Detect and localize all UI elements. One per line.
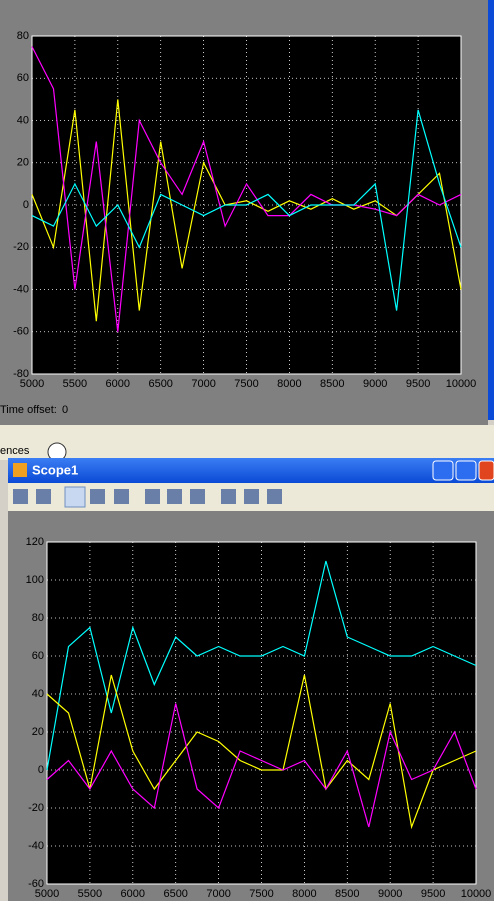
y-tick-label: 120	[26, 536, 44, 548]
signal-line	[31, 99, 462, 322]
x-tick-label: 6000	[106, 378, 130, 390]
y-tick-label: 40	[32, 688, 44, 700]
y-tick-label: 0	[38, 764, 44, 776]
x-tick-label: 9000	[378, 888, 402, 900]
app-icon	[13, 463, 27, 477]
minimize-button[interactable]	[432, 460, 454, 481]
background-text: ences	[0, 445, 30, 457]
x-tick-label: 10000	[461, 888, 492, 900]
y-tick-label: 80	[17, 30, 29, 42]
x-tick-label: 8500	[335, 888, 359, 900]
window-border	[488, 0, 494, 420]
y-tick-label: 0	[23, 199, 29, 211]
time-offset-label: Time offset:	[0, 404, 57, 416]
toolbar-icons	[13, 486, 282, 508]
y-tick-label: 60	[32, 650, 44, 662]
autoscale-button[interactable]	[145, 489, 160, 504]
x-tick-label: 7500	[249, 888, 273, 900]
lock-button[interactable]	[244, 489, 259, 504]
background-window	[0, 425, 494, 460]
y-tick-label: -60	[28, 878, 44, 890]
window-title: Scope1	[32, 462, 78, 477]
x-tick-label: 6000	[121, 888, 145, 900]
signal-line	[31, 109, 462, 311]
x-tick-label: 7000	[191, 378, 215, 390]
y-tick-label: 100	[26, 574, 44, 586]
x-tick-label: 7500	[234, 378, 258, 390]
zoom-y-button[interactable]	[114, 489, 129, 504]
x-tick-label: 10000	[446, 378, 477, 390]
x-tick-label: 5000	[35, 888, 59, 900]
x-tick-label: 9500	[406, 378, 430, 390]
title-bar	[8, 458, 494, 483]
floating-button[interactable]	[221, 489, 236, 504]
y-tick-label: 20	[17, 157, 29, 169]
save-axes-button[interactable]	[167, 489, 182, 504]
x-tick-label: 7000	[206, 888, 230, 900]
x-tick-label: 5500	[78, 888, 102, 900]
y-tick-label: 20	[32, 726, 44, 738]
zoom-button[interactable]	[64, 486, 86, 508]
signal-line	[31, 46, 462, 332]
y-tick-label: -20	[13, 241, 29, 253]
x-tick-label: 5500	[63, 378, 87, 390]
signal-button[interactable]	[267, 489, 282, 504]
y-tick-label: 60	[17, 72, 29, 84]
close-button[interactable]	[478, 460, 494, 481]
y-tick-label: 40	[17, 114, 29, 126]
x-tick-label: 6500	[148, 378, 172, 390]
x-tick-label: 8000	[292, 888, 316, 900]
y-tick-label: -40	[13, 283, 29, 295]
print-button[interactable]	[13, 489, 28, 504]
y-tick-label: -60	[13, 326, 29, 338]
y-tick-label: -40	[28, 840, 44, 852]
x-tick-label: 6500	[163, 888, 187, 900]
signal-line	[46, 703, 477, 828]
x-tick-label: 9500	[421, 888, 445, 900]
y-tick-label: -20	[28, 802, 44, 814]
signal-line	[46, 560, 477, 771]
x-tick-label: 9000	[363, 378, 387, 390]
x-tick-label: 5000	[20, 378, 44, 390]
zoom-x-button[interactable]	[90, 489, 105, 504]
maximize-button[interactable]	[455, 460, 477, 481]
signal-line	[46, 674, 477, 830]
x-tick-label: 8000	[277, 378, 301, 390]
x-tick-label: 8500	[320, 378, 344, 390]
y-tick-label: 80	[32, 612, 44, 624]
time-offset-value: 0	[62, 404, 68, 416]
params-button[interactable]	[36, 489, 51, 504]
restore-axes-button[interactable]	[190, 489, 205, 504]
y-tick-label: -80	[13, 368, 29, 380]
